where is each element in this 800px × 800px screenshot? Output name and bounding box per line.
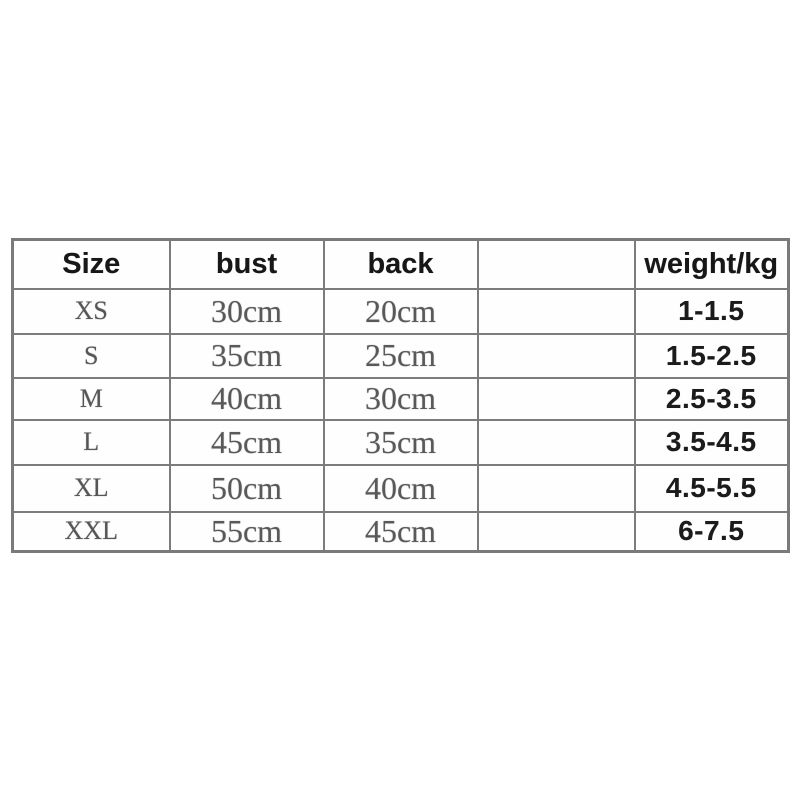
cell-back: 25cm [322,332,479,379]
cell-back: 20cm [322,287,479,335]
cell-size: XXL [11,510,171,553]
cell-bust: 55cm [168,510,325,553]
cell-spacer [476,376,636,421]
cell-bust: 40cm [168,376,325,421]
cell-weight: 3.5-4.5 [633,418,790,466]
table-row: M 40cm 30cm 2.5-3.5 [11,376,790,421]
cell-weight: 6-7.5 [633,510,790,553]
table-body: XS 30cm 20cm 1-1.5 S 35cm 25cm 1.5-2.5 M 40cm 30cm… [11,287,790,553]
cell-size: L [11,418,171,466]
table-row: XS 30cm 20cm 1-1.5 [11,287,790,335]
table-row: XL 50cm 40cm 4.5-5.5 [11,463,790,513]
cell-weight: 1.5-2.5 [633,332,790,379]
cell-weight: 1-1.5 [633,287,790,335]
cell-size: M [11,376,171,421]
cell-back: 45cm [322,510,479,553]
cell-bust: 35cm [168,332,325,379]
cell-size: S [11,332,171,379]
table-row: XXL 55cm 45cm 6-7.5 [11,510,790,553]
header-cell-back: back [322,238,479,290]
table-row: S 35cm 25cm 1.5-2.5 [11,332,790,379]
cell-spacer [476,418,636,466]
cell-spacer [476,287,636,335]
header-cell-size: Size [11,238,171,290]
header-row: Size bust back weight/kg [11,238,790,290]
cell-size: XL [11,463,171,513]
cell-bust: 50cm [168,463,325,513]
cell-back: 30cm [322,376,479,421]
cell-bust: 30cm [168,287,325,335]
cell-weight: 4.5-5.5 [633,463,790,513]
cell-back: 35cm [322,418,479,466]
size-chart-table: Size bust back weight/kg XS 30cm 20cm 1-1.5… [11,238,790,553]
header-cell-empty [476,238,636,290]
table-row: L 45cm 35cm 3.5-4.5 [11,418,790,466]
cell-spacer [476,463,636,513]
header-cell-weight: weight/kg [633,238,790,290]
cell-bust: 45cm [168,418,325,466]
cell-back: 40cm [322,463,479,513]
cell-weight: 2.5-3.5 [633,376,790,421]
cell-spacer [476,332,636,379]
cell-size: XS [11,287,171,335]
header-cell-bust: bust [168,238,325,290]
cell-spacer [476,510,636,553]
